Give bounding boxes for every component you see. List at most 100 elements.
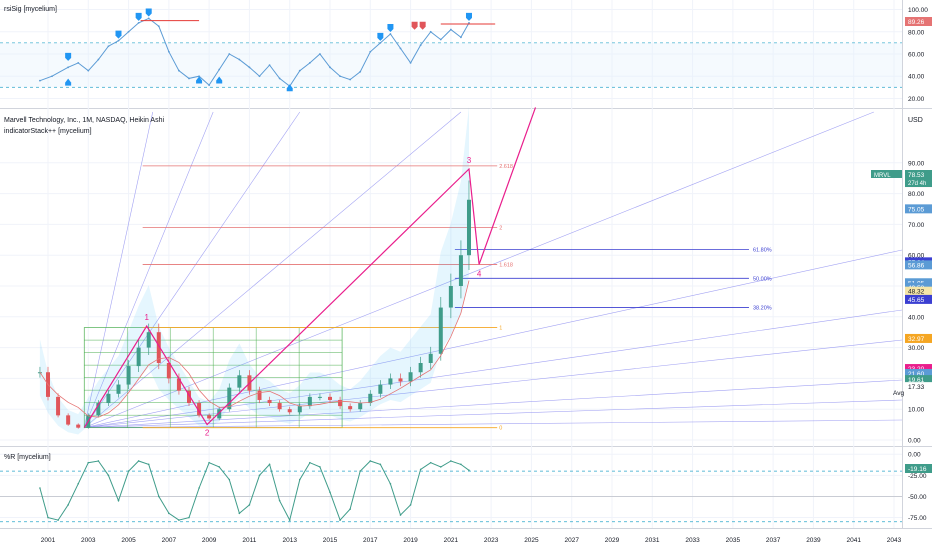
candle-body (126, 366, 131, 385)
rsi-buy-marker (387, 24, 394, 32)
candle-body (448, 286, 453, 308)
rsi-point (67, 66, 70, 69)
price-y-tick: 80.00 (908, 191, 925, 198)
candle-body (267, 399, 272, 404)
candle-body (338, 399, 343, 407)
candle-body (176, 378, 181, 391)
williams-point (87, 461, 90, 464)
price-label: 75.05 (908, 206, 925, 213)
symbol-tag-box (871, 170, 902, 178)
rsi-buy-marker (115, 30, 122, 39)
candle-body (418, 363, 423, 373)
price-y-tick: 40.00 (908, 314, 925, 321)
current-price-label: 78.53 (908, 172, 925, 179)
rsi-point (77, 61, 80, 64)
gann-fan-line (84, 249, 903, 428)
x-tick-label: 2021 (444, 537, 459, 544)
williams-current-box (905, 464, 932, 473)
price-y-tick: 90.00 (908, 160, 925, 167)
candle-body (466, 199, 471, 256)
price-label-box (905, 294, 932, 304)
price-label: 17.33 (908, 384, 925, 391)
price-y-tick: 70.00 (908, 222, 925, 229)
candle-body (106, 393, 111, 404)
x-tick-label: 2003 (81, 537, 96, 544)
x-tick-label: 2027 (564, 537, 579, 544)
rsi-panel (0, 8, 902, 92)
countdown-label: 27d 4h (908, 181, 926, 187)
rsi-point (157, 25, 160, 28)
williams-point (379, 463, 382, 466)
rsi-buy-marker (135, 12, 142, 21)
rsi-point (268, 64, 271, 67)
candle-body (136, 347, 141, 367)
rsi-point (409, 61, 412, 64)
williams-point (339, 519, 341, 521)
gann-fan-line (84, 111, 874, 428)
rsi-point (218, 68, 221, 71)
candle-body (197, 403, 202, 416)
rsi-sell-marker (65, 78, 72, 86)
williams-point (389, 482, 392, 485)
price-label-box (905, 368, 932, 378)
williams-point (278, 499, 281, 502)
price-cloud (39, 106, 470, 435)
x-tick-label: 2033 (685, 537, 700, 544)
candle-body (328, 396, 332, 400)
rsi-point (258, 75, 261, 78)
rsi-point (339, 75, 341, 78)
williams-point (399, 514, 402, 516)
rsi-y-tick: 100.00 (908, 7, 928, 14)
fib-extension-label: 1.618 (499, 262, 513, 268)
rsi-point (349, 78, 352, 81)
rsi-warning-marker (419, 21, 426, 30)
williams-point (238, 512, 241, 515)
rsi-band (0, 42, 902, 88)
elliott-wave-label: 4 (477, 269, 482, 278)
price-y-tick: 10.00 (908, 407, 925, 414)
rsi-sell-marker (216, 76, 223, 84)
candle-body (307, 396, 312, 407)
williams-point (319, 466, 321, 468)
williams-point (329, 491, 331, 494)
candle-body (76, 424, 81, 428)
rsi-warning-marker (411, 21, 418, 30)
rsi-point (97, 58, 100, 61)
rsi-point (107, 45, 110, 48)
williams-point (147, 463, 150, 466)
rsi-point (248, 66, 251, 69)
x-tick-label: 2001 (41, 537, 56, 544)
gann-fan-line (84, 379, 903, 428)
rsi-point (319, 53, 321, 55)
williams-point (127, 470, 130, 472)
fib-retracement-label: 61.80% (753, 248, 772, 254)
williams-point (409, 504, 412, 506)
rsi-point (329, 66, 331, 69)
rsi-point (419, 44, 422, 47)
williams-point (439, 466, 442, 468)
price-label-box (905, 382, 932, 392)
rsi-point (117, 39, 120, 42)
x-tick-label: 2015 (323, 537, 338, 544)
williams-point (258, 474, 261, 477)
rsi-buy-marker (465, 12, 472, 21)
x-tick-label: 2007 (162, 537, 177, 544)
price-label: 56.86 (908, 262, 925, 269)
candle-body (368, 393, 373, 404)
axes-layer: 2001 2003 2005 2007 2009 2011 2013 2015 2017 2019… (41, 7, 932, 544)
fib-extension-label: 2.618 (499, 164, 513, 170)
x-tick-label: 2035 (726, 537, 741, 544)
williams-point (369, 460, 372, 462)
williams-r-panel (0, 460, 902, 523)
rsi-current-box (905, 17, 932, 26)
x-tick-label: 2023 (484, 537, 499, 544)
candle-body (227, 387, 232, 410)
candle-body (146, 332, 151, 348)
current-price-box (905, 170, 932, 179)
fib-extension-label: 1 (499, 326, 502, 332)
williams-y-tick: -50.00 (908, 494, 927, 501)
williams-line (39, 460, 470, 522)
candle-body (458, 255, 463, 286)
candle-body (428, 353, 433, 363)
